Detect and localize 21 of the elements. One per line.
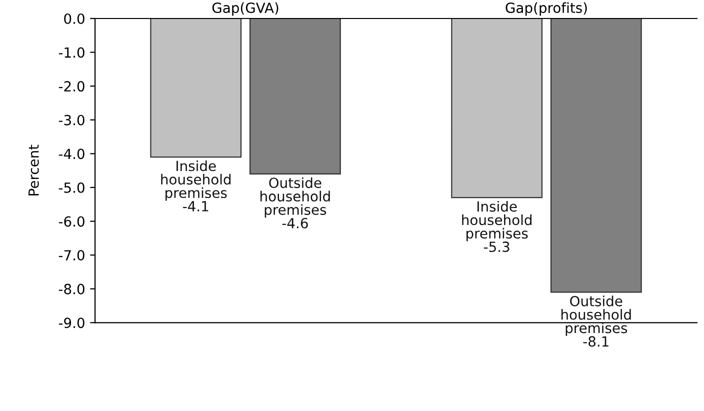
- data-label: -4.1: [182, 201, 208, 212]
- y-tick-label: -9.0: [58, 318, 84, 328]
- series-label: Inside household premises: [161, 160, 231, 201]
- y-axis-title: Percent: [28, 144, 39, 196]
- data-label: -4.6: [282, 218, 308, 228]
- text: Inside household premises: [462, 200, 532, 242]
- y-tick-label: -6.0: [58, 216, 84, 227]
- y-tick-label: -4.0: [58, 148, 84, 160]
- text: Outside household premises: [561, 296, 631, 336]
- y-tick-label: -7.0: [58, 250, 84, 261]
- data-label: -8.1: [583, 336, 608, 347]
- x-tick-label: Gap(profits): [506, 2, 587, 16]
- x-tick-label: Gap(GVA): [212, 2, 278, 16]
- data-label: -5.3: [484, 242, 510, 252]
- y-tick-label: -8.0: [58, 284, 84, 294]
- y-tick-label: -3.0: [58, 114, 84, 126]
- y-tick-label: -2.0: [58, 81, 84, 92]
- y-tick-label: 0.0: [64, 13, 84, 24]
- series-label: Outside household premises: [260, 177, 330, 218]
- y-tick-label: -5.0: [58, 182, 84, 193]
- y-tick-label: -1.0: [58, 47, 84, 58]
